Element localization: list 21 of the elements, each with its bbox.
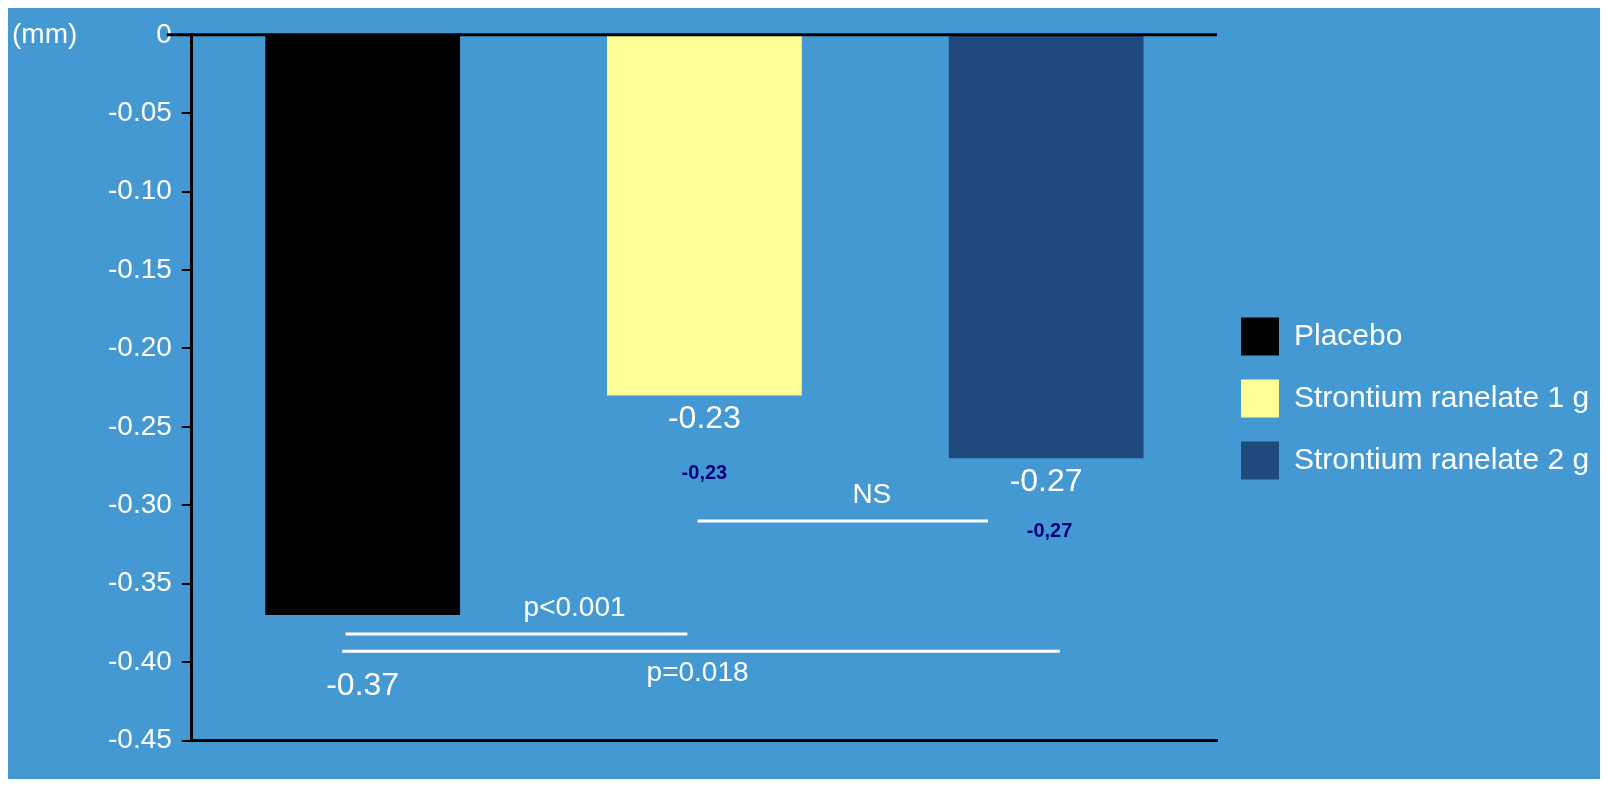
legend-label: Strontium ranelate 2 g bbox=[1294, 441, 1590, 475]
annotation: p=0.018 bbox=[646, 655, 749, 687]
y-tick-label: -0.10 bbox=[107, 174, 172, 206]
annotation: p<0.001 bbox=[523, 590, 626, 622]
y-tick-label: -0.45 bbox=[107, 723, 172, 755]
y-axis-title: (mm) bbox=[12, 17, 78, 49]
y-tick-label: -0.25 bbox=[107, 409, 172, 441]
y-tick-label: -0.15 bbox=[107, 252, 172, 284]
y-tick-label: -0.30 bbox=[107, 488, 172, 520]
y-tick-label: -0.20 bbox=[107, 331, 172, 363]
annotation: NS bbox=[852, 477, 892, 509]
data-label: -0.27 bbox=[1009, 462, 1083, 499]
annotation: -0,27 bbox=[1026, 518, 1073, 541]
data-label: -0.37 bbox=[326, 665, 400, 702]
data-label: -0.23 bbox=[667, 399, 741, 436]
y-tick-label: -0.40 bbox=[107, 644, 172, 676]
y-tick-label: -0.35 bbox=[107, 566, 172, 598]
legend-label: Placebo bbox=[1294, 317, 1403, 351]
annotation: -0,23 bbox=[681, 460, 728, 483]
y-tick-label: -0.05 bbox=[107, 95, 172, 127]
legend-label: Strontium ranelate 1 g bbox=[1294, 379, 1590, 413]
